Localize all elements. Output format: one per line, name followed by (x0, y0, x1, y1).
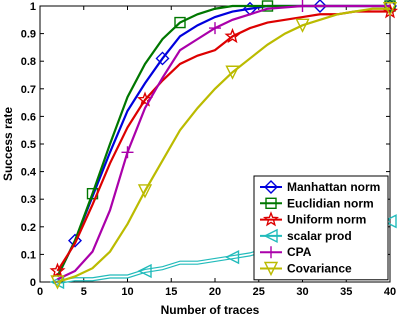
series-cpa (57, 0, 390, 281)
data-point-scalar-prod (137, 263, 152, 279)
data-point-euclidian-norm (174, 16, 186, 29)
y-tick-label: 0 (30, 277, 36, 289)
data-point-scalar-prod (382, 214, 397, 229)
x-tick-label: 25 (253, 286, 265, 298)
data-point-scalar-prod (224, 250, 240, 265)
y-tick-label: 0.9 (21, 29, 36, 41)
x-tick-label: 0 (37, 286, 43, 298)
data-point-covariance (50, 275, 65, 290)
data-point-covariance (225, 65, 240, 80)
y-axis-label: Success rate (1, 107, 15, 181)
data-point-manhattan-norm (313, 0, 327, 13)
data-point-manhattan-norm (155, 51, 170, 66)
legend-marker-uniform-norm (262, 211, 280, 227)
data-point-uniform-norm (49, 262, 66, 278)
series-line-cpa (57, 4, 390, 281)
legend-label-manhattan-norm: Manhattan norm (287, 180, 380, 194)
data-point-covariance (382, 2, 398, 17)
x-axis-label: Number of traces (161, 303, 260, 317)
x-tick-label: 40 (384, 286, 396, 298)
y-tick-label: 1 (30, 1, 36, 13)
legend-entry-scalar-prod: scalar prod (260, 228, 352, 244)
legend-marker-scalar-prod (263, 228, 278, 244)
legend: Manhattan norm Euclidian norm Uniform norm… (253, 175, 389, 281)
data-point-uniform-norm (224, 27, 241, 44)
legend-entry-covariance: Covariance (260, 261, 352, 277)
x-tick-label: 5 (81, 286, 87, 298)
y-tick-label: 0.7 (21, 84, 36, 96)
y-tick-label: 0.2 (21, 222, 36, 234)
legend-marker-covariance (263, 261, 279, 277)
legend-label-scalar-prod: scalar prod (287, 229, 352, 243)
legend-entry-euclidian-norm: Euclidian norm (260, 196, 374, 210)
legend-label-cpa: CPA (287, 245, 312, 259)
legend-entry-uniform-norm: Uniform norm (260, 211, 366, 227)
data-point-manhattan-norm (68, 233, 82, 248)
legend-marker-cpa (265, 246, 277, 259)
legend-label-uniform-norm: Uniform norm (287, 213, 366, 227)
y-tick-label: 0.1 (21, 249, 36, 261)
y-tick-label: 0.3 (21, 194, 36, 206)
data-point-euclidian-norm (261, 0, 274, 12)
data-point-uniform-norm (136, 91, 154, 107)
y-tick-label: 0.5 (21, 139, 36, 151)
series-covariance (50, 2, 398, 290)
y-tick-label: 0.4 (21, 167, 37, 179)
tick-labels: 0 5 10 15 20 25 30 35 40 0 0.1 0.2 0.3 0.4 0.5 0.6 0.7 0.… (21, 1, 396, 298)
x-tick-label: 35 (340, 286, 352, 298)
legend-marker-manhattan-norm (264, 180, 278, 194)
data-point-covariance (295, 18, 310, 33)
y-tick-label: 0.6 (21, 111, 36, 123)
data-point-cpa (296, 0, 309, 12)
y-tick-label: 0.8 (21, 56, 36, 68)
legend-label-euclidian-norm: Euclidian norm (287, 196, 374, 210)
data-point-cpa (121, 146, 134, 159)
legend-label-covariance: Covariance (287, 262, 352, 276)
data-point-covariance (137, 184, 153, 199)
x-tick-label: 20 (209, 286, 221, 298)
x-tick-label: 30 (296, 286, 308, 298)
data-point-cpa (209, 22, 221, 35)
x-tick-label: 10 (121, 286, 133, 298)
legend-entry-cpa: CPA (260, 245, 312, 259)
legend-marker-euclidian-norm (265, 197, 277, 210)
series-line-covariance (57, 7, 390, 284)
legend-entry-manhattan-norm: Manhattan norm (260, 180, 380, 194)
x-tick-label: 15 (165, 286, 177, 298)
